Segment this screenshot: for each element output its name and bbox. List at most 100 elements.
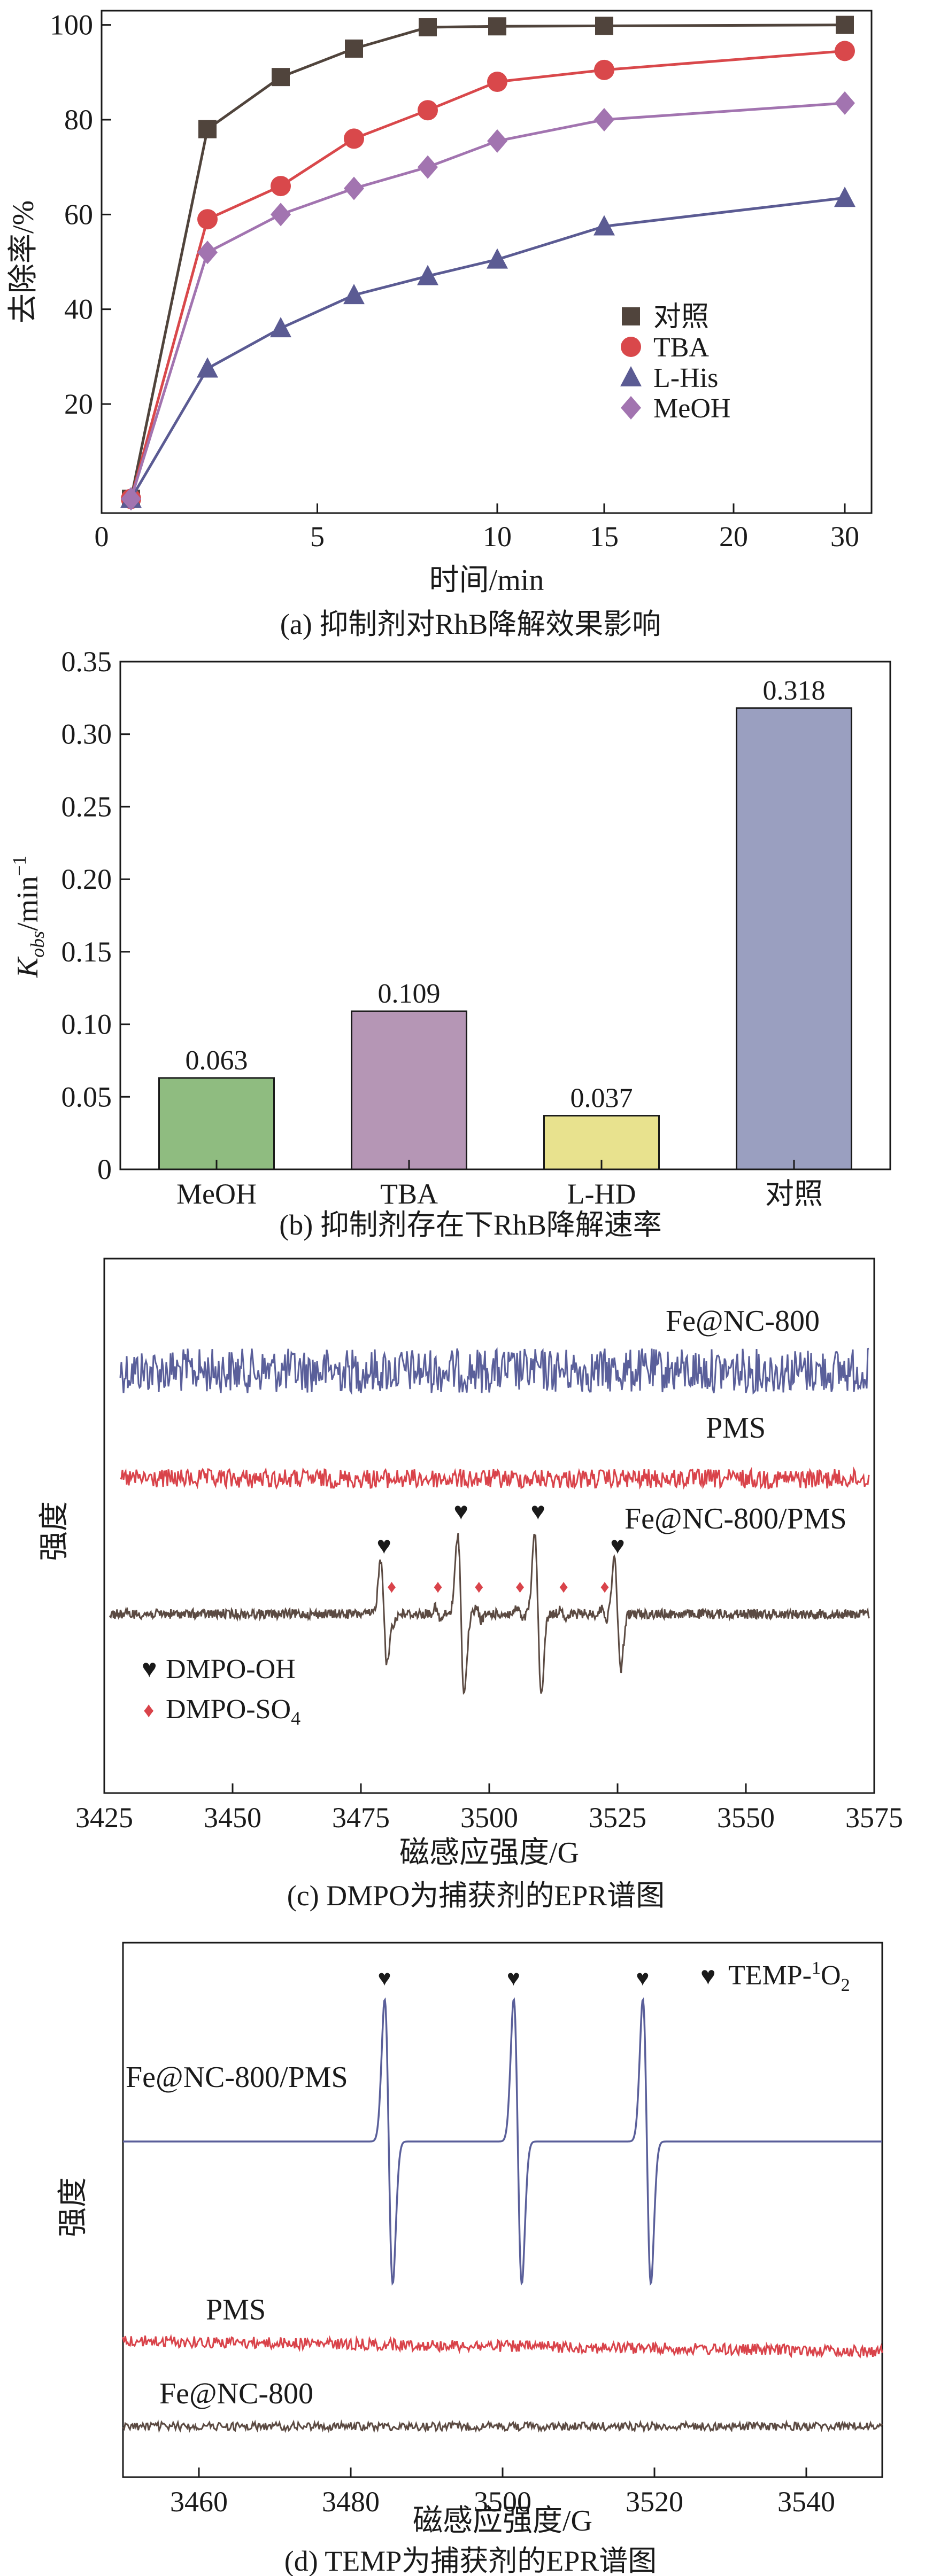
bar-value-label: 0.063 <box>186 1045 248 1076</box>
temp-1o2-marker: ♥ <box>507 1966 520 1991</box>
y-axis-label-d: 强度 <box>57 2177 90 2237</box>
series-label-pms: PMS <box>206 2293 266 2326</box>
x-axis-label-a: 时间/min <box>429 564 544 597</box>
chart-d: 3460 3480 3500 3520 3540 ♥ ♥ ♥ Fe@NC-800/PMS P… <box>57 1942 883 2576</box>
x-tick-label-a: 10 <box>483 521 512 553</box>
x-tick-label-b: L-HD <box>567 1178 636 1210</box>
caption-a: (a) 抑制剂对RhB降解效果影响 <box>280 608 661 640</box>
legend-label-dmpo-oh: DMPO-OH <box>166 1654 296 1685</box>
series-line-ctrl <box>129 24 845 499</box>
series-line-meoh <box>129 102 845 500</box>
data-point-l-his <box>593 215 615 236</box>
x-tick-label-c: 3425 <box>75 1802 133 1834</box>
x-tick-label-a: 20 <box>719 521 748 553</box>
series-line-l-his <box>129 196 845 500</box>
series-label-pms: PMS <box>706 1411 766 1445</box>
series-label-fe-nc-800: Fe@NC-800 <box>159 2377 313 2410</box>
plot-frame-b <box>119 661 891 1170</box>
x-tick-label-a: 0 <box>95 521 109 553</box>
spectrum-fe-nc-800-pms <box>109 1533 870 1695</box>
x-tick-label-b: MeOH <box>176 1178 257 1210</box>
series-line-tba <box>129 49 845 500</box>
y-tick-label-b: 0.20 <box>61 863 112 895</box>
x-tick-label-c: 3475 <box>332 1802 390 1834</box>
data-point-meoh <box>271 203 291 227</box>
data-point-tba <box>344 128 364 149</box>
data-point-ctrl <box>488 17 506 36</box>
legend-label-tba: TBA <box>653 332 709 363</box>
y-tick-label-b: 0.05 <box>61 1081 112 1113</box>
series-label-fe-nc-800-pms: Fe@NC-800/PMS <box>625 1502 847 1535</box>
legend-heart-icon: ♥ <box>700 1962 716 1990</box>
plot-frame-a <box>101 10 873 514</box>
data-point-meoh <box>344 176 364 200</box>
y-tick-label-b: 0.35 <box>61 647 112 678</box>
x-tick-label-a: 5 <box>310 521 325 553</box>
bar-meoh <box>158 1077 275 1170</box>
spectrum-fe-nc-800 <box>122 2419 883 2434</box>
data-point-ctrl <box>419 18 437 37</box>
legend-marker-tba <box>621 337 641 357</box>
data-point-l-his <box>487 248 508 269</box>
y-axis-label-b: Kobs/min−1 <box>9 856 48 978</box>
spectrum-fe-nc-800-pms <box>123 1997 882 2286</box>
legend-label-temp-1o2: TEMP-1O2 <box>728 1958 850 1995</box>
legend-label-dmpo-so4: DMPO-SO4 <box>166 1694 300 1729</box>
dmpo-so4-marker: ♦ <box>515 1577 525 1597</box>
bar-ctrl <box>736 707 852 1170</box>
x-tick-label-c: 3500 <box>460 1802 518 1834</box>
data-point-ctrl <box>198 120 217 138</box>
dmpo-oh-marker: ♥ <box>454 1498 468 1525</box>
data-point-ctrl <box>836 15 854 34</box>
data-point-meoh <box>197 240 218 265</box>
caption-c: (c) DMPO为捕获剂的EPR谱图 <box>287 1880 665 1912</box>
x-tick-label-c: 3575 <box>845 1802 903 1834</box>
caption-d: (d) TEMP为捕获剂的EPR谱图 <box>284 2545 657 2576</box>
y-tick-label-a: 40 <box>64 293 93 325</box>
y-tick-label-a: 60 <box>64 198 93 230</box>
x-tick-label-c: 3550 <box>717 1802 775 1834</box>
x-tick-label-b: TBA <box>380 1178 438 1210</box>
temp-1o2-marker: ♥ <box>378 1966 391 1991</box>
data-point-tba <box>487 72 507 92</box>
data-point-ctrl <box>595 17 613 35</box>
x-tick-label-d: 3460 <box>170 2486 228 2518</box>
y-tick-label-a: 20 <box>64 388 93 420</box>
data-point-ctrl <box>272 68 290 87</box>
x-tick-label-d: 3480 <box>322 2486 380 2518</box>
legend-label-meoh: MeOH <box>653 393 730 424</box>
bar-value-label: 0.318 <box>763 676 826 706</box>
dmpo-so4-marker: ♦ <box>474 1577 483 1597</box>
spectrum-pms <box>120 1466 870 1490</box>
x-tick-label-a: 30 <box>830 521 859 553</box>
chart-b: 0 0.05 0.10 0.15 0.20 0.25 0.30 0.35 0.063 MeOH 0… <box>9 647 891 1241</box>
x-tick-label-d: 3500 <box>474 2486 531 2518</box>
data-point-l-his <box>343 284 365 305</box>
y-tick-label-b: 0 <box>97 1153 112 1185</box>
y-tick-label-a: 80 <box>64 104 93 136</box>
legend-diamond-icon: ♦ <box>143 1698 154 1722</box>
data-point-meoh <box>594 107 614 131</box>
y-tick-label-a: 100 <box>50 9 93 41</box>
x-tick-label-d: 3520 <box>626 2486 683 2518</box>
y-tick-label-b: 0.25 <box>61 790 112 823</box>
dmpo-so4-marker: ♦ <box>433 1577 442 1597</box>
y-axis-label-c: 强度 <box>38 1501 71 1561</box>
data-point-l-his <box>417 265 438 285</box>
data-point-l-his <box>834 187 855 207</box>
legend-marker-ctrl <box>622 307 640 325</box>
legend-marker-meoh <box>621 396 641 420</box>
series-label-fe-nc-800-pms: Fe@NC-800/PMS <box>126 2061 348 2094</box>
y-tick-label-b: 0.15 <box>61 936 112 968</box>
x-tick-label-c: 3525 <box>589 1802 646 1834</box>
dmpo-oh-marker: ♥ <box>531 1498 545 1525</box>
bar-value-label: 0.037 <box>571 1083 633 1114</box>
y-axis-label-a: 去除率/% <box>7 200 40 323</box>
dmpo-oh-marker: ♥ <box>610 1532 625 1559</box>
data-point-ctrl <box>345 39 363 58</box>
data-point-l-his <box>197 357 218 378</box>
data-point-l-his <box>270 317 291 338</box>
data-point-meoh <box>835 91 855 115</box>
dmpo-oh-marker: ♥ <box>377 1532 391 1559</box>
